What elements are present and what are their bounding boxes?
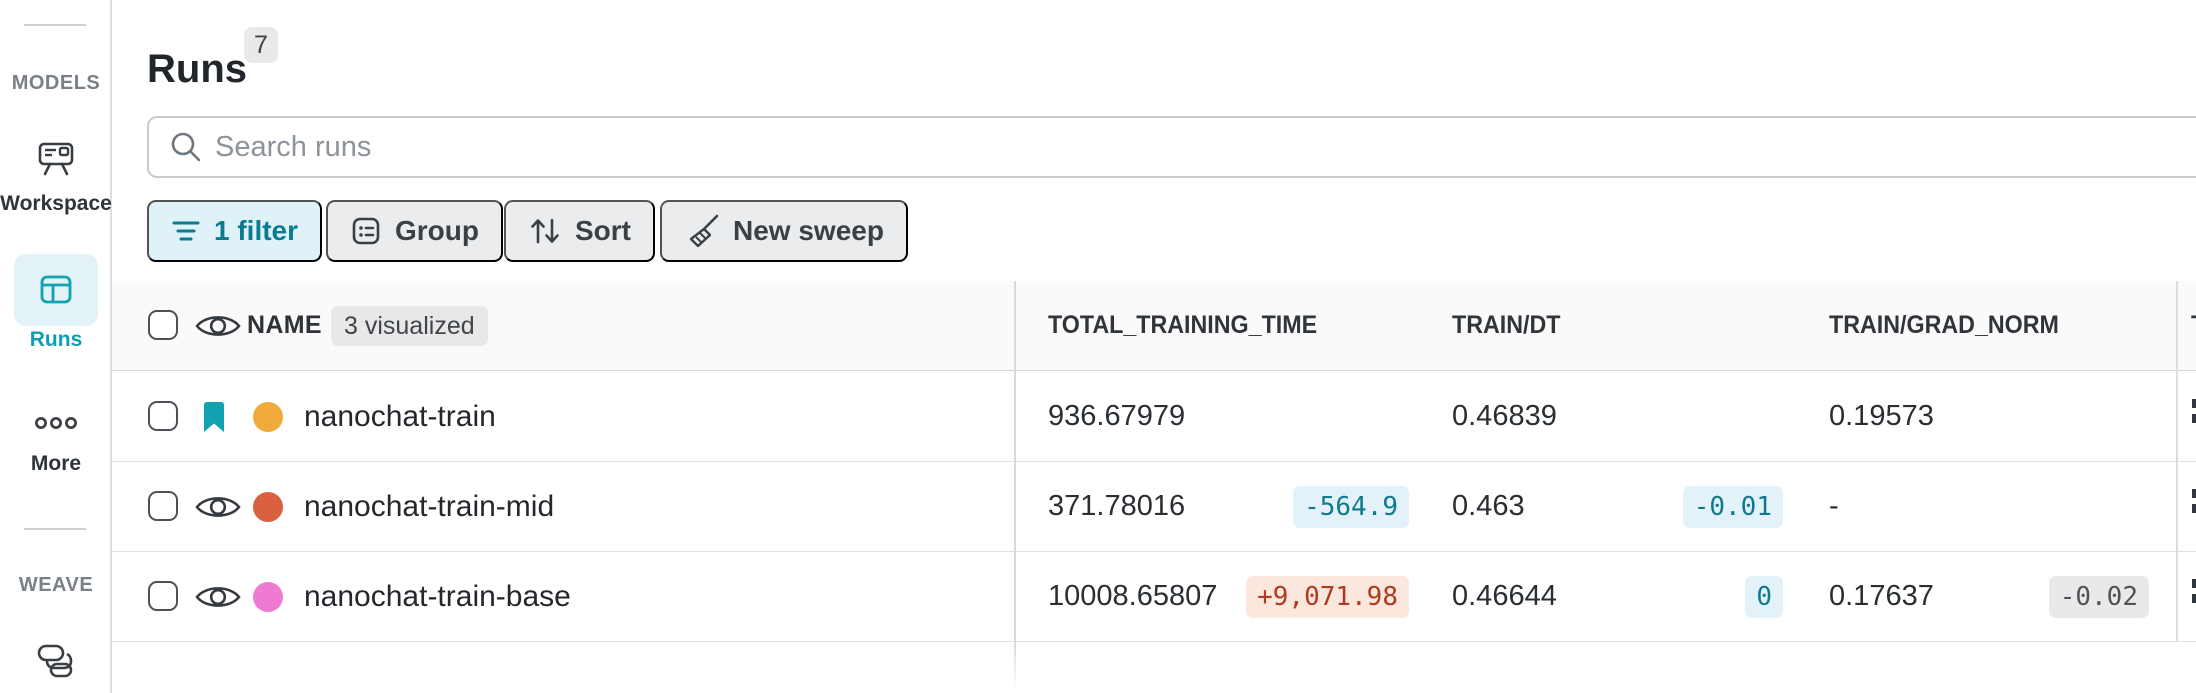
cell-total-training-time: 936.67979: [1048, 400, 1186, 432]
column-divider-fade: [1014, 641, 1016, 691]
sidebar-item-more-label: More: [30, 452, 82, 475]
cell-train-grad-norm: -: [1829, 490, 1839, 522]
table-header-row: NAME 3 visualized TOTAL_TRAINING_TIME TR…: [112, 281, 2196, 371]
delta-badge: -0.02: [2048, 576, 2149, 618]
eye-icon[interactable]: [194, 492, 242, 522]
group-button[interactable]: Group: [326, 200, 503, 262]
sidebar-item-runs-label: Runs: [29, 328, 83, 351]
clipped-cell-sliver: [2192, 414, 2196, 423]
row-checkbox[interactable]: [148, 581, 178, 611]
column-header-total-training-time[interactable]: TOTAL_TRAINING_TIME: [1048, 311, 1318, 339]
table-row[interactable]: nanochat-train-base 10008.65807 +9,071.9…: [112, 552, 2196, 642]
table-row[interactable]: nanochat-train 936.67979 0.46839 0.19573: [112, 372, 2196, 462]
sidebar-item-workspace-label: Workspace: [0, 192, 112, 215]
search-icon: [171, 132, 201, 162]
cell-train-grad-norm: 0.19573: [1829, 400, 1934, 432]
row-checkbox[interactable]: [148, 401, 178, 431]
cell-train-dt: 0.463: [1452, 490, 1525, 522]
sidebar: MODELS Workspace Runs: [0, 0, 112, 693]
sidebar-section-models: MODELS: [11, 72, 101, 94]
search-bar: [147, 116, 2196, 178]
cell-total-training-time: 371.78016: [1048, 490, 1186, 522]
bookmark-icon[interactable]: [202, 401, 226, 433]
select-all-checkbox[interactable]: [148, 310, 178, 340]
column-divider[interactable]: [1014, 281, 1016, 641]
column-header-train-grad-norm[interactable]: TRAIN/GRAD_NORM: [1829, 311, 2059, 339]
column-header-name[interactable]: NAME: [247, 311, 322, 339]
run-color-dot: [253, 492, 283, 522]
cell-train-dt: 0.46839: [1452, 400, 1557, 432]
sidebar-divider: [24, 528, 86, 530]
runs-active-highlight: [14, 254, 98, 326]
group-list-icon: [352, 217, 380, 245]
sidebar-section-weave: WEAVE: [18, 574, 94, 596]
weave-traces-icon: [37, 644, 73, 678]
delta-badge: -564.9: [1293, 486, 1409, 528]
clipped-cell-sliver: [2192, 399, 2196, 408]
run-color-dot: [253, 402, 283, 432]
table-row[interactable]: nanochat-train-mid 371.78016 -564.9 0.46…: [112, 462, 2196, 552]
new-sweep-button[interactable]: New sweep: [660, 200, 908, 262]
row-checkbox[interactable]: [148, 491, 178, 521]
run-color-dot: [253, 582, 283, 612]
run-name-link[interactable]: nanochat-train-base: [304, 580, 571, 613]
broom-icon: [689, 214, 719, 248]
sort-arrows-icon: [531, 218, 559, 244]
sidebar-divider: [24, 24, 86, 26]
more-dots-icon: [35, 417, 78, 429]
column-divider[interactable]: [2176, 281, 2178, 641]
runs-table-icon: [40, 275, 72, 304]
sort-button[interactable]: Sort: [504, 200, 655, 262]
group-button-label: Group: [395, 215, 479, 246]
cell-train-grad-norm: 0.17637: [1829, 580, 1934, 612]
delta-badge: +9,071.98: [1246, 576, 1409, 618]
workspace-board-icon: [38, 142, 74, 176]
clipped-cell-sliver: [2192, 579, 2196, 588]
search-input[interactable]: [213, 129, 2196, 165]
filter-button[interactable]: 1 filter: [147, 200, 323, 262]
clipped-cell-sliver: [2192, 504, 2196, 513]
cell-train-dt: 0.46644: [1452, 580, 1557, 612]
eye-icon[interactable]: [194, 311, 242, 341]
column-header-train-dt[interactable]: TRAIN/DT: [1452, 311, 1561, 339]
clipped-cell-sliver: [2192, 594, 2196, 603]
run-name-link[interactable]: nanochat-train-mid: [304, 490, 555, 523]
delta-badge: 0: [1745, 576, 1783, 618]
clipped-next-column-header: T: [2191, 281, 2196, 371]
filter-lines-icon: [172, 221, 200, 241]
visualized-badge: 3 visualized: [331, 306, 488, 346]
runs-count-badge: 7: [244, 27, 278, 63]
delta-badge: -0.01: [1682, 486, 1783, 528]
sort-button-label: Sort: [575, 215, 631, 246]
clipped-cell-sliver: [2192, 489, 2196, 498]
eye-icon[interactable]: [194, 582, 242, 612]
page-title: Runs: [147, 46, 247, 91]
run-name-link[interactable]: nanochat-train: [304, 400, 496, 433]
filter-button-label: 1 filter: [214, 215, 299, 246]
cell-total-training-time: 10008.65807: [1048, 580, 1218, 612]
new-sweep-button-label: New sweep: [733, 215, 884, 246]
